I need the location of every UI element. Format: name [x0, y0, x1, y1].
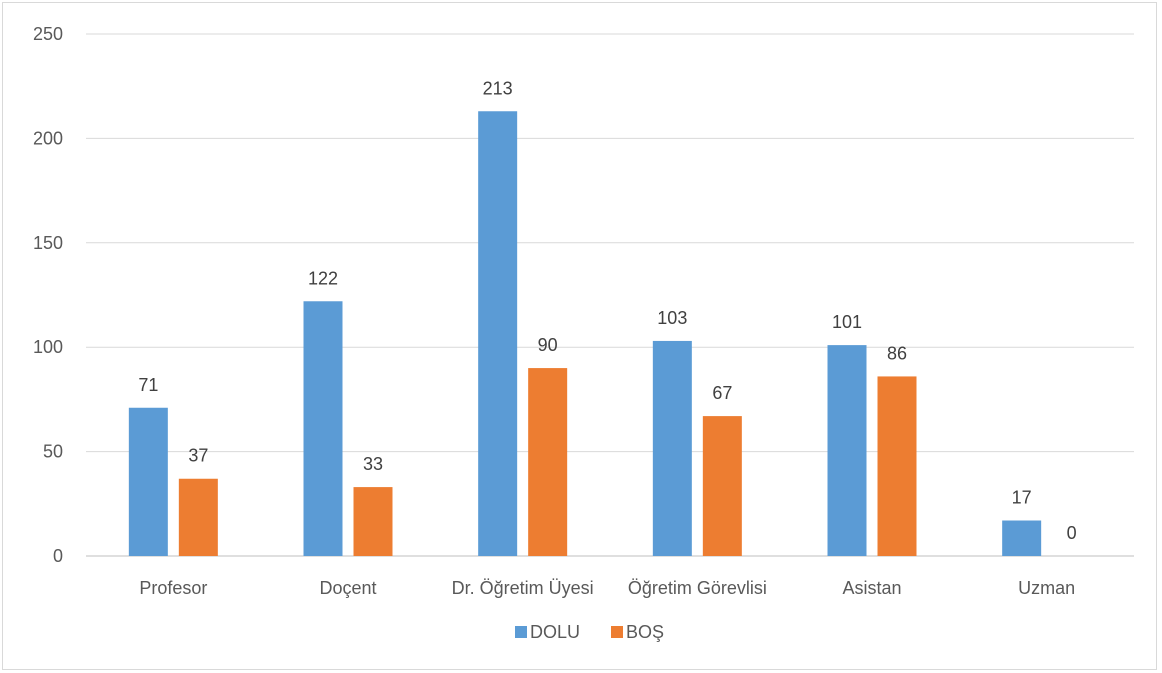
data-label: 17 — [1012, 488, 1032, 508]
data-label: 103 — [657, 308, 687, 328]
y-tick-label: 0 — [53, 546, 63, 566]
x-tick-label: Uzman — [1018, 578, 1075, 598]
x-tick-label: Öğretim Görevlisi — [628, 578, 767, 598]
y-axis-ticks: 0 50 100 150 200 250 — [33, 24, 63, 566]
y-tick-label: 100 — [33, 337, 63, 357]
legend-label: BOŞ — [626, 622, 664, 642]
data-label: 86 — [887, 343, 907, 363]
data-label: 90 — [538, 335, 558, 355]
legend-swatch-boş — [611, 626, 623, 638]
y-tick-label: 200 — [33, 128, 63, 148]
bar-boş — [353, 487, 393, 556]
bar-boş — [702, 416, 742, 556]
bar-dolu — [827, 345, 867, 556]
x-tick-label: Asistan — [842, 578, 901, 598]
data-label: 71 — [138, 375, 158, 395]
bar-dolu — [128, 407, 168, 556]
bar-boş — [178, 478, 218, 556]
legend: DOLU BOŞ — [515, 622, 664, 642]
data-label: 67 — [712, 383, 732, 403]
legend-label: DOLU — [530, 622, 580, 642]
bar-dolu — [478, 111, 518, 557]
bar-dolu — [652, 340, 692, 556]
data-label: 101 — [832, 312, 862, 332]
y-tick-label: 150 — [33, 233, 63, 253]
bar-dolu — [303, 301, 343, 556]
bar-boş — [877, 376, 917, 556]
data-label: 33 — [363, 454, 383, 474]
data-label: 213 — [483, 78, 513, 98]
gridlines — [86, 33, 1134, 557]
data-label: 0 — [1067, 523, 1077, 543]
bar-boş — [528, 368, 568, 556]
x-tick-label: Dr. Öğretim Üyesi — [452, 578, 594, 598]
data-labels: 71 37 122 33 213 90 103 67 101 86 17 0 — [138, 78, 1076, 543]
bars — [128, 111, 1042, 557]
y-tick-label: 250 — [33, 24, 63, 44]
data-label: 122 — [308, 268, 338, 288]
data-label: 37 — [188, 446, 208, 466]
x-tick-label: Doçent — [319, 578, 376, 598]
x-tick-label: Profesor — [139, 578, 207, 598]
bar-chart: 0 50 100 150 200 250 71 37 122 33 213 90 103 67 101 86… — [33, 24, 1134, 642]
x-axis-ticks: Profesor Doçent Dr. Öğretim Üyesi Öğretim G… — [139, 578, 1075, 598]
y-tick-label: 50 — [43, 442, 63, 462]
legend-swatch-dolu — [515, 626, 527, 638]
bar-dolu — [1002, 520, 1042, 556]
